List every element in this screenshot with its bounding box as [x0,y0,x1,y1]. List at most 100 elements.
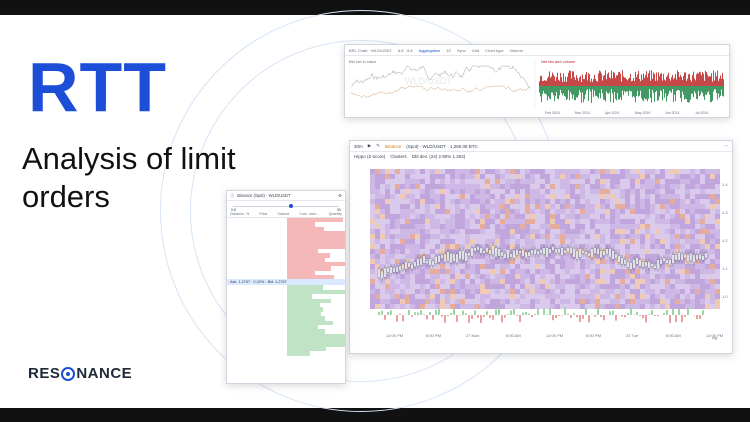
heatmap-cell [695,219,700,224]
toolbar-item[interactable]: Sync [456,47,466,53]
indicator-item[interactable]: Clusters [390,154,407,159]
heatmap-cell [500,204,505,209]
heatmap-cell [680,244,685,249]
heatmap-cell [590,224,595,229]
column-header[interactable]: Distance, % [230,212,250,216]
heatmap-cell [590,169,595,174]
more-icon[interactable]: ⋯ [723,143,729,148]
column-header[interactable]: Price [259,212,268,216]
heatmap-cell [455,269,460,274]
ask-bar [659,76,660,86]
ask-bar [546,80,547,86]
heatmap-cell [410,269,415,274]
pencil-icon[interactable]: ✎ [376,143,381,148]
heatmap-cell [485,269,490,274]
order-row [227,244,345,249]
ask-bar [703,73,704,86]
heatmap-cell [450,174,455,179]
heatmap-cell [680,184,685,189]
toolbar-item[interactable]: BRL Chart · WLD/USDT [349,47,392,53]
toolbar-item[interactable]: Grid [471,47,480,53]
exchange-select[interactable]: Binance [385,143,402,149]
heatmap-cell [655,304,660,309]
heatmap-cell [500,299,505,304]
toolbar-item[interactable]: 8.8 · 8.8 [397,47,413,53]
heatmap-cell [510,274,515,279]
heatmap-cell [580,284,585,289]
axis-mode-label[interactable]: log [712,335,717,340]
heatmap-cell [490,254,495,259]
bid-bar [544,86,545,94]
candle-body [629,261,633,270]
ask-bar [623,76,624,86]
heatmap-cell [405,279,410,284]
column-header[interactable]: Volume [277,212,290,216]
heatmap-cell [390,169,395,174]
heatmap-cell [565,179,570,184]
depth-slider[interactable]: 5.8 50 [227,201,345,212]
heatmap-cell [495,184,500,189]
depth-bar [287,235,345,240]
play-icon[interactable]: ▶ [367,143,372,148]
column-header[interactable]: Cum. volu... [299,212,319,216]
heatmap-cell [690,224,695,229]
heatmap-cell [425,269,430,274]
heatmap-cell [480,289,485,294]
slider-handle[interactable] [289,204,293,208]
heatmap-cell [610,209,615,214]
heatmap-cell [580,254,585,259]
heatmap-cell [415,224,420,229]
heatmap-cell [715,279,720,284]
heatmap-cell [495,284,500,289]
heatmap-cell [490,169,495,174]
interval-select[interactable]: 30m [354,143,363,149]
heatmap-cell [575,179,580,184]
heatmap-cell [370,224,375,229]
heatmap-cell [555,274,560,279]
toolbar-item[interactable]: 15 [446,47,451,53]
heatmap-cell [560,244,565,249]
heatmap-cell [580,229,585,234]
toolbar-item[interactable]: Chart type [485,47,504,53]
bid-bar [664,86,665,98]
column-header[interactable]: Quantity [328,212,342,216]
heatmap-cell [400,179,405,184]
heatmap-cell [530,179,535,184]
heatmap-cell [605,184,610,189]
toolbar-item[interactable]: Aggregation [418,47,441,53]
heatmap-cell [460,294,465,299]
heatmap-cell [630,239,635,244]
ask-bar [543,81,544,86]
heatmap-cell [565,289,570,294]
heatmap-cell [435,189,440,194]
bid-bar [563,86,564,94]
heatmap-cell [390,239,395,244]
candle-body [614,253,618,259]
heatmap-cell [665,234,670,239]
heatmap-cell [605,264,610,269]
heatmap-cell [650,219,655,224]
ask-bar [682,79,683,86]
toolbar-item[interactable]: Volume [509,47,523,53]
heatmap-cell [605,229,610,234]
indicator-item[interactable]: Hippo (Z-score) [354,154,386,159]
heatmap-cell [655,224,660,229]
heatmap-cell [665,229,670,234]
heatmap-cell [710,254,715,259]
bid-bar [645,86,646,100]
volume-bar [600,315,602,318]
indicator-item[interactable]: Dbl dev. (24) 2.90% 1.254) [411,154,466,159]
heatmap-cell [575,194,580,199]
info-icon[interactable]: ⓘ [230,192,235,198]
heatmap-cell [715,299,720,304]
heatmap-cell [445,299,450,304]
heatmap-cell [700,209,705,214]
heatmap-cell [675,229,680,234]
bid-bar [674,86,675,95]
heatmap-cell [585,274,590,279]
heatmap-cell [410,184,415,189]
ask-bar [628,78,629,86]
heatmap-cell [645,284,650,289]
bid-bar [651,86,652,103]
settings-icon[interactable]: ⚙ [338,193,342,198]
